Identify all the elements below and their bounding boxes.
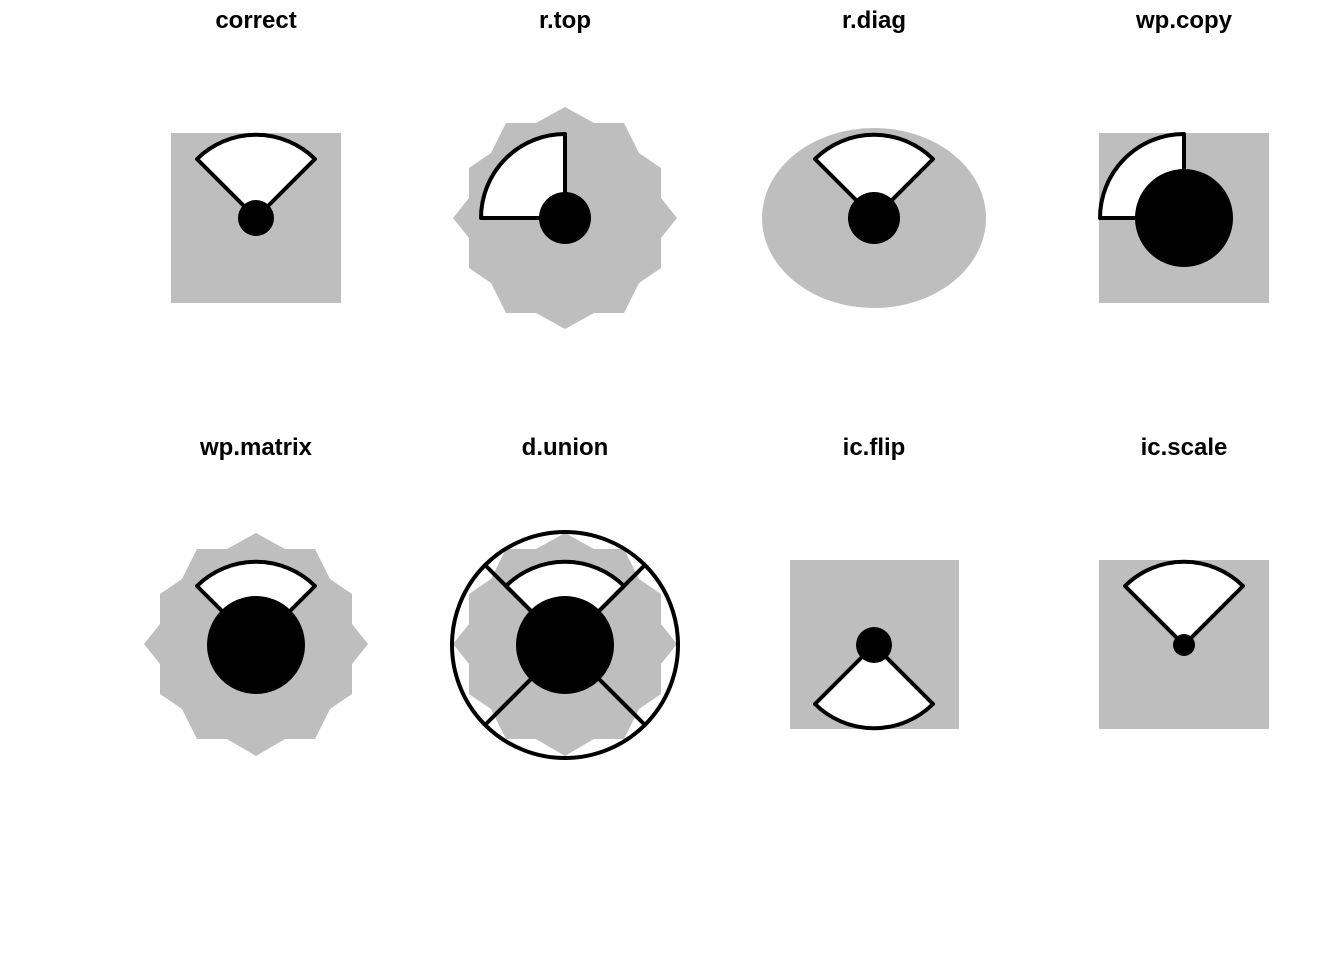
fan-sector (195, 132, 317, 220)
center-dot (1135, 169, 1233, 267)
quarter-sector (479, 132, 567, 220)
panel-title: wp.matrix (199, 434, 313, 461)
fan-sector (813, 132, 935, 220)
overlay-diagonal (483, 563, 647, 727)
panel-wp-matrix: wp.matrix (144, 434, 368, 756)
panel-title: r.top (539, 7, 591, 34)
panel-title: r.diag (842, 7, 906, 34)
panel-r-top: r.top (453, 7, 677, 329)
center-dot (207, 596, 305, 694)
center-dot (539, 192, 591, 244)
panel-correct: correct (171, 7, 341, 303)
panel-title: d.union (522, 434, 609, 461)
panel-ic-flip: ic.flip (790, 434, 959, 731)
panel-ic-scale: ic.scale (1099, 434, 1269, 729)
panel-title: ic.flip (843, 434, 906, 461)
center-dot (1173, 634, 1195, 656)
center-dot (848, 192, 900, 244)
fan-sector (1123, 559, 1245, 647)
panel-r-diag: r.diag (762, 7, 986, 308)
center-dot (238, 200, 274, 236)
center-dot (856, 627, 892, 663)
panel-wp-copy: wp.copy (1098, 7, 1269, 303)
panel-title: wp.copy (1135, 7, 1233, 34)
panel-title: ic.scale (1141, 434, 1228, 461)
fan-sector (813, 643, 935, 731)
panel-title: correct (215, 7, 296, 34)
panel-d-union: d.union (450, 434, 680, 760)
overlay-circle (450, 530, 680, 760)
